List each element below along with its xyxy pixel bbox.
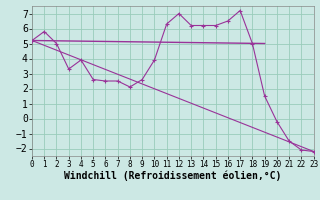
X-axis label: Windchill (Refroidissement éolien,°C): Windchill (Refroidissement éolien,°C) [64,171,282,181]
